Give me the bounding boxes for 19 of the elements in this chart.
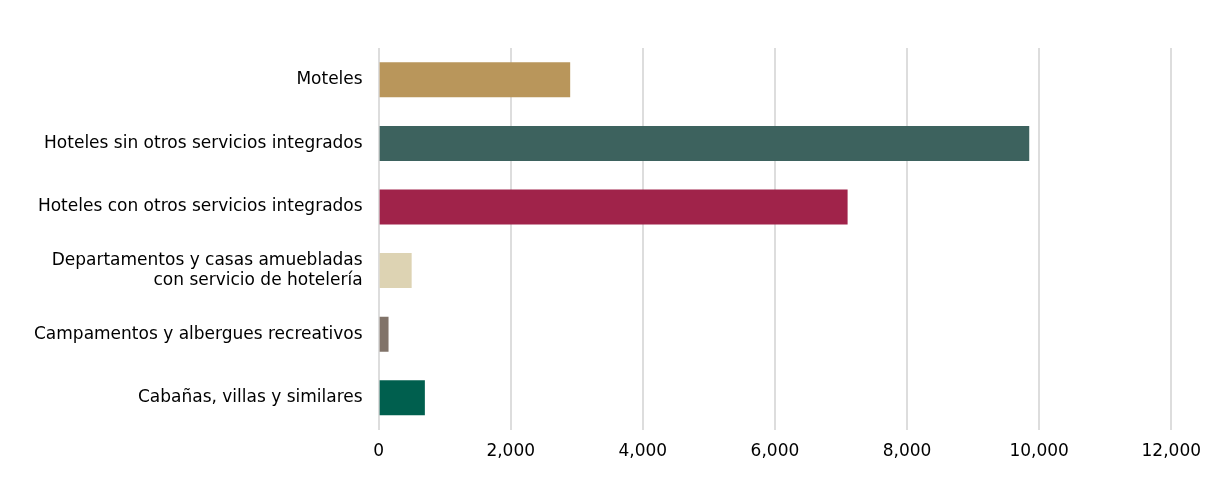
y-tick-label: Campamentos y albergues recreativos (33, 322, 363, 343)
x-tick-label: 10,000 (1009, 440, 1069, 461)
bar (379, 125, 1030, 161)
y-tick-label: Cabañas, villas y similares (137, 386, 363, 407)
x-tick-label: 2,000 (486, 440, 536, 461)
x-tick-label: 8,000 (882, 440, 932, 461)
x-tick-label: 0 (373, 440, 385, 461)
bar (379, 189, 848, 225)
bar (379, 316, 389, 352)
y-tick-label: Departamentos y casas amuebladas con servicio de hotelería (51, 248, 363, 290)
y-tick-label: Hoteles sin otros servicios integrados (44, 131, 363, 152)
y-tick-label: Moteles (296, 68, 363, 89)
y-tick-label: Hoteles con otros servicios integrados (37, 195, 363, 216)
bar (379, 380, 425, 416)
bar (379, 62, 571, 98)
x-tick-label: 4,000 (618, 440, 668, 461)
bar (379, 253, 412, 289)
x-tick-label: 6,000 (750, 440, 800, 461)
x-tick-label: 12,000 (1141, 440, 1201, 461)
